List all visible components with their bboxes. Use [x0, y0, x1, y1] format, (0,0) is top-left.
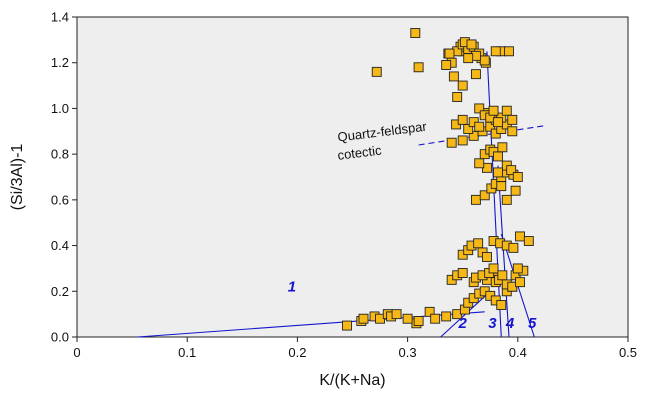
data-point: [507, 114, 518, 125]
data-point: [479, 55, 490, 66]
data-point: [448, 71, 459, 82]
y-tick-label: 0.6: [51, 192, 69, 207]
data-point: [488, 263, 499, 274]
data-point: [457, 268, 468, 278]
data-point: [479, 190, 490, 201]
data-point: [481, 252, 492, 262]
data-point: [474, 121, 485, 132]
x-tick-label: 0.4: [509, 345, 527, 360]
data-point: [470, 194, 481, 205]
axes: 0 0.1 0.2 0.3 0.4 0.5 0.0 0.2 0.4 0.6 0.8 1.0 1.2 1.4: [51, 10, 637, 361]
data-point: [371, 66, 382, 77]
data-point: [488, 105, 499, 116]
data-point: [457, 135, 468, 146]
data-point: [508, 242, 519, 253]
data-points: [342, 28, 534, 331]
data-point: [413, 62, 424, 73]
data-point: [496, 300, 507, 310]
data-point: [493, 117, 503, 128]
x-tick-label: 0: [73, 345, 80, 360]
data-point: [515, 231, 525, 242]
data-point: [510, 185, 521, 196]
data-point: [506, 165, 517, 176]
data-point: [424, 306, 435, 317]
y-tick-label: 1.2: [51, 55, 69, 70]
data-point: [358, 313, 369, 324]
x-tick-label: 0.1: [178, 345, 196, 360]
data-point: [497, 270, 508, 281]
data-point: [444, 48, 455, 59]
x-axis-title: K/(K+Na): [319, 372, 385, 389]
data-point: [430, 313, 441, 324]
data-point: [496, 181, 507, 192]
data-point: [493, 151, 503, 162]
data-point: [515, 277, 525, 288]
plot-area: [76, 16, 629, 338]
data-point: [466, 39, 477, 50]
data-point: [413, 316, 424, 326]
data-point: [490, 46, 501, 57]
data-point: [497, 142, 508, 153]
data-point: [457, 80, 468, 91]
data-point: [441, 60, 452, 70]
data-point: [391, 309, 402, 320]
line-label-5: 5: [528, 315, 537, 332]
y-tick-label: 0.0: [51, 330, 69, 345]
data-point: [474, 158, 485, 169]
data-point: [501, 194, 512, 205]
y-tick-label: 0.8: [51, 147, 69, 162]
data-point: [441, 311, 452, 322]
x-tick-label: 0.2: [288, 345, 306, 360]
data-point: [470, 69, 481, 80]
data-point: [410, 28, 421, 38]
y-tick-label: 0.4: [51, 238, 69, 253]
cotectic-annotation-line-2: cotectic: [337, 143, 383, 163]
x-tick-label: 0.5: [619, 345, 637, 360]
reference-line-3: [486, 51, 502, 338]
data-point: [523, 236, 534, 246]
line-label-3: 3: [488, 315, 497, 332]
line-label-4: 4: [505, 315, 515, 332]
data-point: [342, 320, 352, 331]
x-tick-label: 0.3: [399, 345, 417, 360]
data-point: [512, 172, 523, 182]
data-point: [463, 124, 474, 134]
y-tick-label: 1.0: [51, 101, 69, 116]
y-tick-label: 1.4: [51, 10, 69, 25]
line-label-2: 2: [458, 315, 468, 332]
data-point: [473, 238, 484, 249]
data-point: [507, 126, 518, 137]
data-point: [512, 263, 523, 274]
data-point: [463, 53, 474, 64]
line-label-1: 1: [288, 278, 296, 295]
data-point: [402, 313, 413, 324]
data-point: [474, 103, 485, 114]
data-point: [446, 137, 457, 148]
data-point: [501, 105, 512, 116]
data-point: [457, 114, 468, 125]
reference-line-4: [497, 165, 510, 338]
y-tick-label: 0.2: [51, 284, 69, 299]
y-axis-title: (Si/3Al)-1: [9, 144, 26, 211]
data-point: [493, 167, 503, 178]
data-point: [452, 92, 463, 102]
data-point: [504, 46, 514, 57]
